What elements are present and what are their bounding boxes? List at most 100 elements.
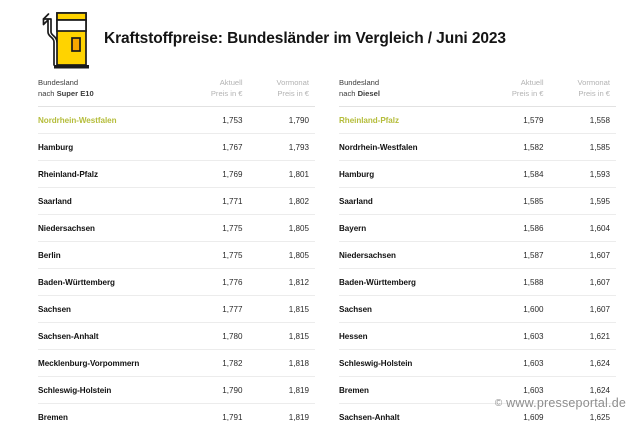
cell-current-price: 1,582 bbox=[483, 134, 549, 161]
column-header-previous-line2: Preis in € bbox=[578, 89, 610, 98]
column-header-current: Aktuell Preis in € bbox=[182, 78, 248, 107]
cell-previous-price: 1,558 bbox=[550, 107, 616, 134]
watermark-text: www.presseportal.de bbox=[506, 396, 626, 410]
table-header-row: Bundesland nach Super E10 Aktuell Preis … bbox=[38, 78, 315, 107]
cell-state: Saarland bbox=[38, 188, 182, 215]
cell-state: Niedersachsen bbox=[339, 242, 483, 269]
cell-state: Sachsen bbox=[38, 296, 182, 323]
cell-current-price: 1,775 bbox=[182, 215, 248, 242]
cell-previous-price: 1,819 bbox=[249, 377, 315, 404]
table-block-diesel: Bundesland nach Diesel Aktuell Preis in … bbox=[339, 78, 616, 430]
column-header-state-line1: Bundesland bbox=[339, 78, 379, 87]
cell-previous-price: 1,607 bbox=[550, 269, 616, 296]
column-header-previous: Vormonat Preis in € bbox=[249, 78, 315, 107]
cell-previous-price: 1,790 bbox=[249, 107, 315, 134]
cell-current-price: 1,782 bbox=[182, 350, 248, 377]
tables-container: Bundesland nach Super E10 Aktuell Preis … bbox=[0, 78, 630, 430]
column-header-previous-line1: Vormonat bbox=[276, 78, 309, 87]
cell-state: Baden-Württemberg bbox=[38, 269, 182, 296]
cell-current-price: 1,777 bbox=[182, 296, 248, 323]
cell-current-price: 1,771 bbox=[182, 188, 248, 215]
price-table-diesel: Bundesland nach Diesel Aktuell Preis in … bbox=[339, 78, 616, 430]
cell-state: Sachsen-Anhalt bbox=[339, 404, 483, 430]
cell-current-price: 1,584 bbox=[483, 161, 549, 188]
cell-state: Hamburg bbox=[38, 134, 182, 161]
column-header-state-line2: nach Diesel bbox=[339, 89, 380, 98]
cell-previous-price: 1,604 bbox=[550, 215, 616, 242]
column-header-state: Bundesland nach Super E10 bbox=[38, 78, 182, 107]
cell-previous-price: 1,607 bbox=[550, 296, 616, 323]
cell-previous-price: 1,585 bbox=[550, 134, 616, 161]
cell-current-price: 1,579 bbox=[483, 107, 549, 134]
column-header-current-line2: Preis in € bbox=[211, 89, 243, 98]
cell-previous-price: 1,621 bbox=[550, 323, 616, 350]
column-header-state-line1: Bundesland bbox=[38, 78, 78, 87]
cell-state: Mecklenburg-Vorpommern bbox=[38, 350, 182, 377]
cell-current-price: 1,586 bbox=[483, 215, 549, 242]
column-header-state: Bundesland nach Diesel bbox=[339, 78, 483, 107]
cell-previous-price: 1,819 bbox=[249, 404, 315, 430]
cell-previous-price: 1,593 bbox=[550, 161, 616, 188]
cell-state: Bremen bbox=[38, 404, 182, 430]
table-block-super-e10: Bundesland nach Super E10 Aktuell Preis … bbox=[38, 78, 315, 430]
cell-state: Sachsen-Anhalt bbox=[38, 323, 182, 350]
copyright-symbol: © bbox=[495, 398, 503, 409]
cell-state: Berlin bbox=[38, 242, 182, 269]
cell-previous-price: 1,818 bbox=[249, 350, 315, 377]
watermark: © www.presseportal.de bbox=[495, 396, 626, 410]
cell-previous-price: 1,607 bbox=[550, 242, 616, 269]
cell-state: Rheinland-Pfalz bbox=[339, 107, 483, 134]
cell-state: Rheinland-Pfalz bbox=[38, 161, 182, 188]
cell-current-price: 1,767 bbox=[182, 134, 248, 161]
column-header-current-line1: Aktuell bbox=[220, 78, 243, 87]
cell-previous-price: 1,793 bbox=[249, 134, 315, 161]
price-table-super-e10: Bundesland nach Super E10 Aktuell Preis … bbox=[38, 78, 315, 430]
cell-state: Niedersachsen bbox=[38, 215, 182, 242]
cell-state: Saarland bbox=[339, 188, 483, 215]
cell-current-price: 1,769 bbox=[182, 161, 248, 188]
cell-current-price: 1,780 bbox=[182, 323, 248, 350]
cell-previous-price: 1,805 bbox=[249, 242, 315, 269]
column-header-previous-line2: Preis in € bbox=[277, 89, 309, 98]
cell-current-price: 1,775 bbox=[182, 242, 248, 269]
cell-state: Nordrhein-Westfalen bbox=[38, 107, 182, 134]
cell-state: Sachsen bbox=[339, 296, 483, 323]
cell-state: Schleswig-Holstein bbox=[339, 350, 483, 377]
column-header-state-fuel: Super E10 bbox=[57, 89, 94, 98]
cell-state: Nordrhein-Westfalen bbox=[339, 134, 483, 161]
column-header-current-line1: Aktuell bbox=[521, 78, 544, 87]
column-header-current: Aktuell Preis in € bbox=[483, 78, 549, 107]
cell-current-price: 1,588 bbox=[483, 269, 549, 296]
table-header-row: Bundesland nach Diesel Aktuell Preis in … bbox=[339, 78, 616, 107]
cell-previous-price: 1,805 bbox=[249, 215, 315, 242]
cell-current-price: 1,587 bbox=[483, 242, 549, 269]
cell-current-price: 1,790 bbox=[182, 377, 248, 404]
column-header-previous-line1: Vormonat bbox=[577, 78, 610, 87]
cell-previous-price: 1,815 bbox=[249, 296, 315, 323]
cell-state: Hessen bbox=[339, 323, 483, 350]
column-header-current-line2: Preis in € bbox=[512, 89, 544, 98]
cell-previous-price: 1,595 bbox=[550, 188, 616, 215]
cell-current-price: 1,585 bbox=[483, 188, 549, 215]
cell-state: Bayern bbox=[339, 215, 483, 242]
column-header-state-line2: nach Super E10 bbox=[38, 89, 94, 98]
